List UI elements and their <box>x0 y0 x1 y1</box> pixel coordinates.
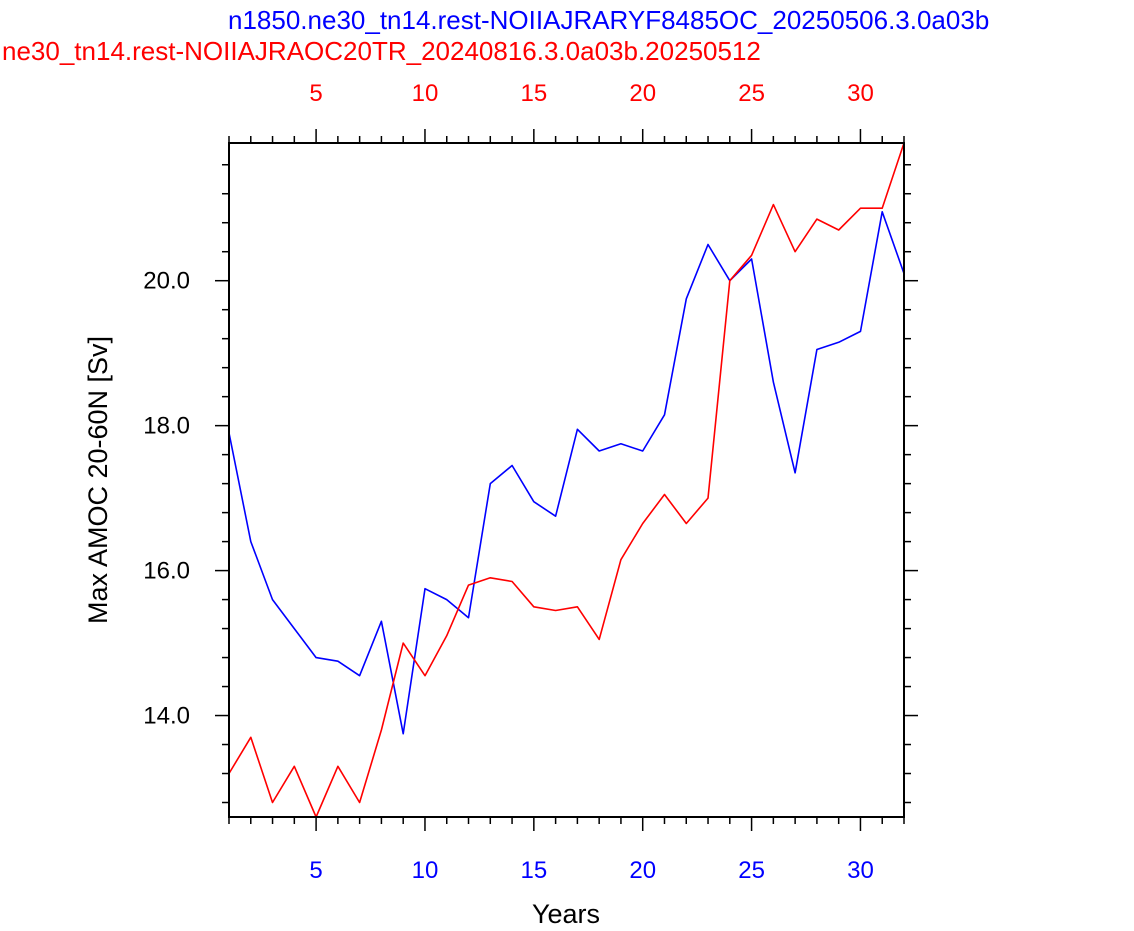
x-tick-label: 5 <box>309 857 322 884</box>
x-tick-label: 25 <box>738 857 765 884</box>
top-x-tick-label: 25 <box>738 80 765 107</box>
top-x-tick-label: 20 <box>629 80 656 107</box>
y-tick-label: 20.0 <box>143 268 190 295</box>
y-tick-label: 16.0 <box>143 558 190 585</box>
y-tick-label: 14.0 <box>143 703 190 730</box>
chart-title-bottom: ne30_tn14.rest-NOIIAJRAOC20TR_20240816.3… <box>2 36 761 66</box>
x-axis-title: Years <box>532 899 600 929</box>
plot-frame <box>228 142 905 818</box>
label-layer: 5 10 15 20 25 30 5 10 15 20 25 30 14.0 16.0 18.0 20.0 <box>143 80 874 884</box>
top-x-tick-label: 5 <box>309 80 322 107</box>
x-tick-label: 15 <box>520 857 547 884</box>
y-axis-title: Max AMOC 20-60N [Sv] <box>83 336 113 624</box>
series-line-2 <box>228 142 905 818</box>
x-tick-label: 10 <box>412 857 439 884</box>
top-x-tick-label: 10 <box>412 80 439 107</box>
x-tick-label: 20 <box>629 857 656 884</box>
x-tick-label: 30 <box>847 857 874 884</box>
y-tick-label: 18.0 <box>143 413 190 440</box>
top-x-tick-label: 15 <box>520 80 547 107</box>
series-layer <box>228 142 905 818</box>
chart-title-top: n1850.ne30_tn14.rest-NOIIAJRARYF8485OC_2… <box>228 5 989 35</box>
top-x-tick-label: 30 <box>847 80 874 107</box>
tick-layer <box>215 129 918 831</box>
series-line-1 <box>228 211 905 735</box>
